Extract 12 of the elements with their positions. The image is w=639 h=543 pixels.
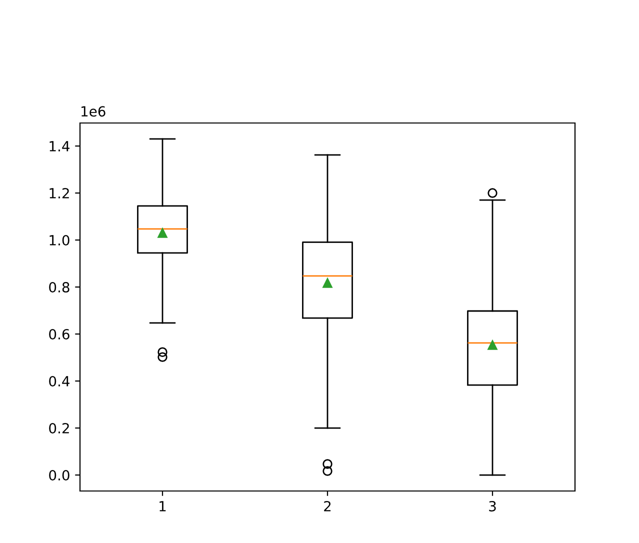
- y-tick-label: 0.0: [49, 470, 70, 480]
- y-tick-label: 0.2: [49, 422, 69, 434]
- y-tick-label: 0.4: [49, 376, 70, 386]
- y-tick-label: 1.0: [50, 234, 70, 246]
- y-tick-label: 1.4: [50, 141, 70, 152]
- y-tick-label: 0.6: [49, 328, 70, 340]
- x-tick-label: 1: [160, 501, 166, 512]
- text: 1e6: [82, 106, 106, 117]
- y-tick-label: 1.2: [50, 188, 69, 198]
- y-tick-label: 0.8: [49, 282, 70, 292]
- x-tick-label: 2: [324, 500, 331, 512]
- x-tick-label: 3: [489, 500, 496, 512]
